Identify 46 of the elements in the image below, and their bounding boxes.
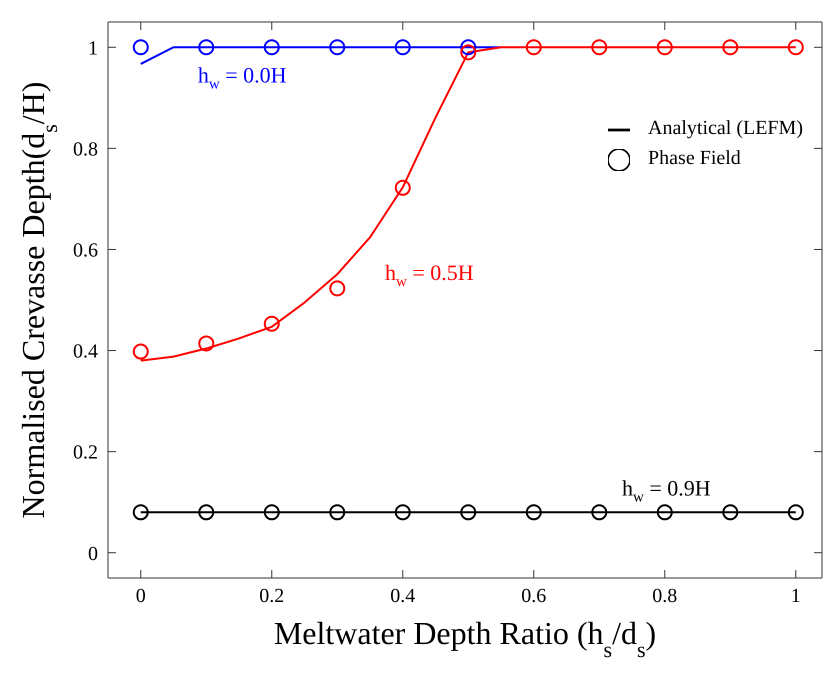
point xyxy=(460,44,476,60)
point xyxy=(329,39,346,56)
point xyxy=(132,39,149,56)
point xyxy=(656,504,673,520)
point xyxy=(264,39,280,56)
point xyxy=(329,280,346,296)
point xyxy=(526,504,542,520)
point xyxy=(788,39,804,56)
point xyxy=(526,39,542,56)
y-tick-label: 0.6 xyxy=(73,240,98,262)
y-tick-label: 0 xyxy=(88,542,98,565)
point xyxy=(198,504,214,520)
x-tick-label: 0.6 xyxy=(521,585,546,608)
point xyxy=(198,39,214,56)
x-tick-label: 0.4 xyxy=(390,585,416,608)
x-tick-label: 0.8 xyxy=(652,585,678,608)
x-axis-title: Meltwater Depth Ratio (h$_{s}$/d$_{s}$) xyxy=(274,615,656,662)
y-tick-label: 0.8 xyxy=(73,138,98,160)
legend-label: Phase Field xyxy=(648,147,741,169)
point xyxy=(264,504,280,520)
point xyxy=(722,39,738,56)
annotation: h$_{w}$ = 0.5H xyxy=(384,260,474,290)
x-tick-label: 1 xyxy=(790,585,801,608)
x-tick-label: 0 xyxy=(136,585,146,608)
y-tick-label: 0.2 xyxy=(73,442,98,464)
y-tick-label: 0.4 xyxy=(73,340,98,363)
point xyxy=(788,504,804,520)
point xyxy=(591,504,608,520)
point xyxy=(722,504,738,520)
point xyxy=(460,39,476,56)
point xyxy=(394,504,411,520)
point xyxy=(198,335,214,352)
annotation: h$_{w}$ = 0.9H xyxy=(622,476,711,506)
point xyxy=(460,504,476,520)
point xyxy=(132,504,149,520)
point xyxy=(591,39,608,56)
point xyxy=(394,39,411,56)
point xyxy=(132,344,149,360)
x-tick-label: 0.2 xyxy=(259,585,284,608)
legend-label: Analytical (LEFM) xyxy=(648,117,803,139)
y-tick-label: 1 xyxy=(88,37,98,60)
point xyxy=(264,316,280,332)
point xyxy=(394,180,411,196)
point xyxy=(329,504,346,520)
point xyxy=(656,39,673,56)
annotation: h$_{w}$ = 0.0H xyxy=(198,62,287,94)
